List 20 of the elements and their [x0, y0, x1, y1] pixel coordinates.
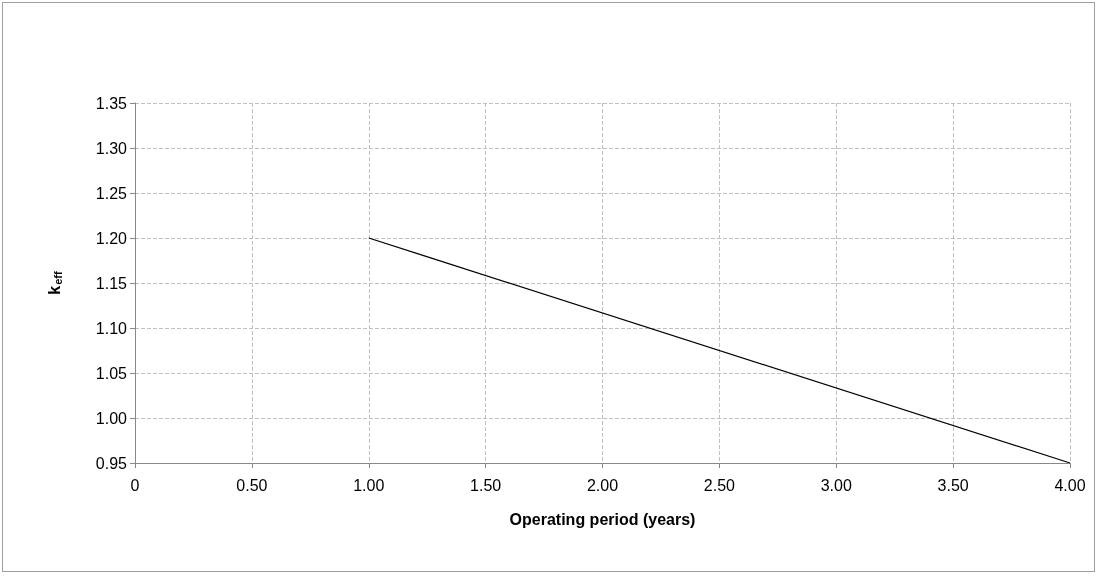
y-tick-label: 1.35 — [95, 94, 128, 112]
x-tick-label: 4.00 — [1054, 476, 1086, 494]
y-tick-label: 1.30 — [95, 139, 128, 157]
x-tick-label: 2.50 — [703, 476, 736, 494]
y-tick-label: 1.25 — [95, 184, 128, 202]
y-tick-label: 1.05 — [95, 364, 128, 382]
x-tick-label: 1.50 — [470, 476, 502, 494]
x-tick-label: 1.00 — [353, 476, 385, 494]
x-tick-label: 0.50 — [236, 476, 268, 494]
x-tick-label: 3.00 — [820, 476, 852, 494]
y-tick-label: 1.15 — [95, 274, 128, 292]
x-tick-label: 0 — [130, 476, 140, 494]
x-tick-label: 3.50 — [937, 476, 969, 494]
y-tick-label: 1.20 — [95, 229, 128, 247]
y-axis-title: keff — [46, 271, 64, 295]
y-tick-label: 0.95 — [95, 454, 128, 472]
x-tick-label: 2.00 — [586, 476, 619, 494]
x-axis-title: Operating period (years) — [509, 510, 696, 528]
y-tick-label: 1.10 — [95, 319, 128, 337]
y-tick-label: 1.00 — [95, 409, 128, 427]
